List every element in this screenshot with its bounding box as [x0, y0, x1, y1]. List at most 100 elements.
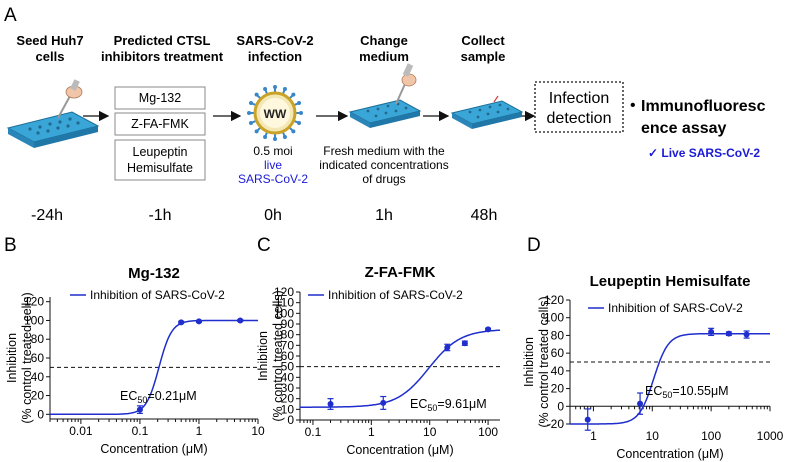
time-label-change: 1h	[375, 207, 393, 224]
virus-spike-tip	[248, 120, 253, 125]
x-tick-label: 0.01	[69, 424, 93, 438]
assay-label-line2: ence assay	[641, 120, 727, 137]
y-tick-label: 0	[37, 407, 44, 421]
virus-spike-tip	[254, 129, 259, 134]
virus-spike-tip	[273, 137, 277, 141]
virus-spike-tip	[297, 120, 302, 125]
x-axis-label: Concentration (μM)	[100, 442, 207, 456]
y-tick-label: 100	[274, 306, 294, 320]
drug-label-leupeptin-line2: Hemisulfate	[127, 161, 193, 175]
data-point	[195, 318, 202, 325]
detection-label-line2: detection	[547, 110, 612, 127]
y-tick-label: 20	[281, 392, 295, 406]
y-axis-label: (% control treated cells)	[271, 290, 285, 421]
y-tick-label: 50	[281, 360, 295, 374]
assay-bullet: •	[630, 97, 636, 114]
step-title-collect-line1: Collect	[461, 33, 505, 48]
y-axis-label: (% control treated cells)	[20, 292, 34, 423]
x-tick-label: 10	[251, 424, 265, 438]
plate-icon-collect	[450, 95, 524, 129]
y-axis-label: Inhibition	[522, 337, 536, 387]
virus-spike-tip	[299, 111, 303, 115]
y-tick-label: 120	[544, 293, 564, 307]
ec50-label: EC50=10.55μM	[645, 384, 729, 400]
y-tick-label: 10	[281, 402, 295, 416]
data-point	[178, 319, 185, 326]
virus-spike-tip	[248, 101, 253, 106]
data-point	[327, 401, 334, 407]
x-tick-label: 10	[646, 429, 660, 443]
y-tick-label: 40	[551, 364, 565, 378]
virus-spike-tip	[263, 135, 268, 140]
time-label-collect: 48h	[471, 207, 498, 224]
y-tick-label: 70	[281, 338, 295, 352]
legend-label: Inhibition of SARS-CoV-2	[608, 301, 743, 315]
y-tick-label: 80	[31, 332, 45, 346]
x-tick-label: 1	[368, 425, 375, 439]
y-axis-label: (% control treated cells)	[537, 296, 551, 427]
virus-spike-tip	[282, 135, 287, 140]
pipette-icon-seed	[57, 79, 83, 119]
drug-label-zfafmk: Z-FA-FMK	[131, 117, 189, 131]
chart-mg132: Mg-132 0 20 40 60 80 100 120 0.01 0.1 1 10 Inhibitio…	[5, 265, 265, 456]
pipette-icon-medium	[395, 63, 417, 105]
y-tick-label: 80	[551, 328, 565, 342]
y-tick-label: 0	[557, 399, 564, 413]
plate-icon-seed	[6, 111, 100, 148]
virus-spike-tip	[282, 86, 287, 91]
x-tick-label: 0.1	[305, 425, 322, 439]
fit-curve	[300, 329, 501, 408]
plate-icon-medium	[348, 99, 422, 128]
y-tick-label: 60	[31, 351, 45, 365]
y-tick-label: 110	[275, 296, 294, 310]
data-point	[136, 406, 143, 413]
x-tick-label: 0.1	[132, 424, 149, 438]
ec50-label: EC50=0.21μM	[120, 389, 197, 405]
drug-box-zfafmk	[114, 112, 206, 136]
infection-virus: SARS-CoV-2	[238, 172, 308, 186]
x-tick-label: 10	[423, 425, 437, 439]
y-tick-label: 20	[31, 389, 45, 403]
infection-moi: 0.5 moi	[253, 144, 292, 158]
panel-label-c: C	[257, 235, 271, 256]
y-tick-label: 40	[31, 370, 45, 384]
y-tick-label: 100	[544, 311, 564, 325]
medium-info-line2: indicated concentrations	[319, 158, 448, 172]
x-axis-label: Concentration (μM)	[616, 447, 723, 461]
y-tick-label: 120	[24, 295, 44, 309]
time-label-treatment: -1h	[148, 207, 171, 224]
data-point	[637, 400, 644, 407]
virus-spike-tip	[291, 92, 296, 97]
step-title-collect-line2: sample	[461, 49, 506, 64]
virus-label: WW	[264, 107, 287, 121]
step-title-change-line2: medium	[359, 49, 409, 64]
time-label-seed: -24h	[31, 207, 63, 224]
x-tick-label: 1	[590, 429, 597, 443]
data-point	[237, 317, 244, 324]
y-tick-label: 60	[281, 349, 295, 363]
y-tick-label: -20	[547, 417, 565, 431]
ec50-label: EC50=9.61μM	[410, 397, 487, 413]
step-title-infection-line2: infection	[248, 49, 302, 64]
detection-box	[534, 81, 624, 133]
panel-label-d: D	[527, 235, 541, 256]
y-tick-label: 20	[551, 382, 565, 396]
medium-info-line1: Fresh medium with the	[323, 144, 445, 158]
drug-box-leupeptin	[114, 139, 206, 181]
data-point	[725, 330, 732, 337]
x-axis-label: Concentration (μM)	[346, 443, 453, 457]
fit-curve	[50, 319, 258, 416]
panel-label-b: B	[4, 235, 17, 256]
chart-title: Leupeptin Hemisulfate	[590, 273, 751, 290]
data-point	[461, 340, 468, 347]
step-title-seed-line1: Seed Huh7	[16, 33, 83, 48]
step-title-seed-line2: cells	[36, 49, 65, 64]
drug-label-leupeptin-line1: Leupeptin	[133, 145, 188, 159]
y-axis-label: Inhibition	[256, 331, 270, 381]
data-point	[485, 326, 492, 333]
fit-curve	[570, 332, 770, 425]
y-tick-label: 60	[551, 346, 565, 360]
virus-spike-tip	[297, 101, 302, 106]
x-tick-label: 1	[196, 424, 203, 438]
